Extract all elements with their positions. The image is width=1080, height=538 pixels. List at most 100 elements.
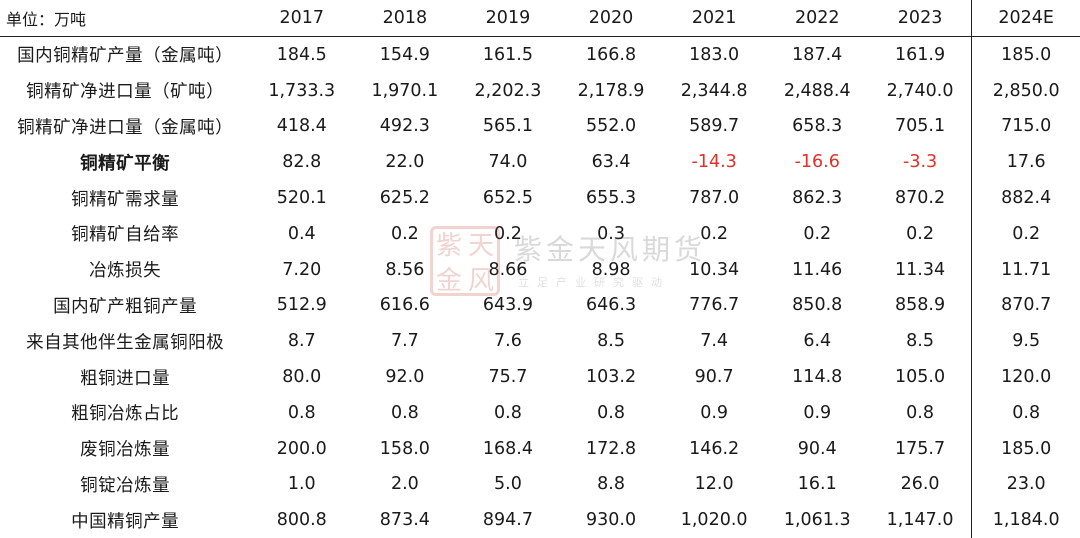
table-cell: 168.4	[482, 438, 533, 459]
year-header-forecast: 2024E	[971, 0, 1080, 37]
table-cell: 1,020.0	[680, 510, 748, 531]
table-cell: 894.7	[482, 510, 533, 531]
table-cell: 8.66	[488, 259, 528, 280]
table-cell: 2,202.3	[474, 80, 542, 101]
table-cell: 161.9	[895, 44, 946, 65]
table-row: 铜精矿平衡 82.8 22.0 74.0 63.4 -14.3 -16.6 -3.3 17.6	[0, 144, 1080, 181]
table-row: 铜精矿需求量 520.1 625.2 652.5 655.3 787.0 862.3 870.…	[0, 180, 1080, 216]
table-cell: 1,061.3	[783, 510, 851, 531]
row-label: 国内矿产粗铜产量	[53, 296, 198, 317]
table-cell: -14.3	[691, 152, 737, 173]
table-cell: 183.0	[689, 44, 740, 65]
table-cell: 520.1	[276, 188, 327, 209]
table-cell: 8.98	[591, 259, 631, 280]
table-cell: 185.0	[971, 36, 1080, 73]
table-cell: 858.9	[895, 295, 946, 316]
table-cell: 565.1	[482, 116, 533, 137]
table-cell: 0.2	[494, 223, 522, 244]
table-cell: 2,488.4	[783, 80, 851, 101]
table-cell: 0.8	[390, 402, 419, 423]
table-cell: 870.7	[971, 287, 1080, 324]
table-cell: 0.2	[390, 223, 419, 244]
row-label: 废铜冶炼量	[80, 440, 171, 461]
row-label: 铜精矿需求量	[71, 189, 180, 210]
table-cell: 11.34	[895, 259, 946, 280]
table-cell: 512.9	[276, 295, 327, 316]
table-cell: 172.8	[585, 438, 637, 459]
table-cell: 0.8	[906, 402, 934, 423]
table-cell: 200.0	[276, 438, 327, 459]
table-cell: 1,147.0	[886, 510, 954, 531]
table-cell: 625.2	[379, 188, 430, 209]
table-cell: 8.8	[597, 474, 625, 495]
table-cell: 11.46	[792, 259, 843, 280]
table-row: 铜精矿净进口量（矿吨） 1,733.3 1,970.1 2,202.3 2,178.9 2…	[0, 72, 1080, 109]
table-cell: 5.0	[494, 474, 522, 495]
row-label: 中国精铜产量	[71, 511, 180, 532]
table-cell: 154.9	[379, 44, 430, 65]
table-cell: 0.2	[906, 223, 934, 244]
table-cell: 0.8	[494, 402, 522, 423]
table-cell: 12.0	[694, 474, 734, 495]
table-cell: 8.5	[906, 331, 934, 352]
table-cell: 74.0	[488, 152, 528, 173]
table-cell: 92.0	[385, 367, 425, 388]
table-row: 国内矿产粗铜产量 512.9 616.6 643.9 646.3 776.7 850.8 85…	[0, 287, 1080, 324]
table-cell: 23.0	[971, 466, 1080, 503]
table-cell: 1.0	[287, 474, 316, 495]
table-row: 粗铜进口量 80.0 92.0 75.7 103.2 90.7 114.8 105.0 120.…	[0, 359, 1080, 395]
table-cell: 0.9	[803, 402, 832, 423]
row-label: 铜精矿净进口量（金属吨）	[17, 117, 234, 138]
header-row: 单位：万吨 2017 2018 2019 2020 2021 2022 2023…	[0, 0, 1080, 37]
table-row: 来自其他伴生金属铜阳极 8.7 7.7 7.6 8.5 7.4 6.4 8.5 9.5	[0, 323, 1080, 360]
table-body: 国内铜精矿产量（金属吨） 184.5 154.9 161.5 166.8 183.0 187…	[0, 36, 1080, 538]
table-cell: 185.0	[971, 430, 1080, 467]
table-row: 粗铜冶炼占比 0.8 0.8 0.8 0.8 0.9 0.9 0.8 0.8	[0, 394, 1080, 431]
table-cell: 850.8	[792, 295, 843, 316]
table-cell: 17.6	[971, 144, 1080, 181]
unit-label: 单位：万吨	[0, 0, 251, 37]
table-cell: 2,344.8	[680, 80, 748, 101]
table-cell: 184.5	[276, 44, 327, 65]
table-cell: 0.2	[803, 223, 832, 244]
table-cell: 80.0	[282, 367, 322, 388]
table-cell: 8.7	[287, 331, 316, 352]
table-cell: 187.4	[792, 44, 843, 65]
table-cell: -16.6	[794, 152, 840, 173]
table-cell: 146.2	[689, 438, 740, 459]
table-cell: 7.4	[700, 331, 729, 352]
year-header: 2020	[559, 0, 663, 37]
table-cell: 715.0	[971, 108, 1080, 145]
table-cell: 75.7	[488, 367, 528, 388]
table-cell: 658.3	[792, 116, 843, 137]
row-label: 粗铜冶炼占比	[71, 404, 180, 425]
table-cell: 589.7	[689, 116, 740, 137]
table-cell: 161.5	[482, 44, 533, 65]
table-cell: 120.0	[971, 359, 1080, 395]
table-cell: 0.2	[700, 223, 729, 244]
table-row: 铜精矿自给率 0.4 0.2 0.2 0.3 0.2 0.2 0.2 0.2	[0, 215, 1080, 252]
table-cell: 655.3	[585, 188, 637, 209]
table-cell: 114.8	[792, 367, 843, 388]
row-label: 铜精矿净进口量（矿吨）	[26, 82, 225, 103]
year-header: 2021	[662, 0, 766, 37]
table-cell: -3.3	[903, 152, 938, 173]
table-cell: 8.5	[597, 331, 625, 352]
table-cell: 0.8	[287, 402, 316, 423]
table-cell: 6.4	[803, 331, 832, 352]
table-cell: 705.1	[895, 116, 946, 137]
year-header: 2023	[868, 0, 972, 37]
table-cell: 2,850.0	[971, 72, 1080, 109]
table-cell: 862.3	[792, 188, 843, 209]
table-cell: 8.56	[385, 259, 425, 280]
table-cell: 882.4	[971, 180, 1080, 216]
table-cell: 11.71	[971, 251, 1080, 288]
table-row: 中国精铜产量 800.8 873.4 894.7 930.0 1,020.0 1,061.3…	[0, 502, 1080, 538]
table-cell: 616.6	[379, 295, 430, 316]
row-label: 铜锭冶炼量	[80, 475, 171, 496]
table-cell: 63.4	[591, 152, 631, 173]
table-cell: 0.8	[597, 402, 625, 423]
table-cell: 418.4	[276, 116, 327, 137]
row-label: 来自其他伴生金属铜阳极	[26, 332, 225, 353]
